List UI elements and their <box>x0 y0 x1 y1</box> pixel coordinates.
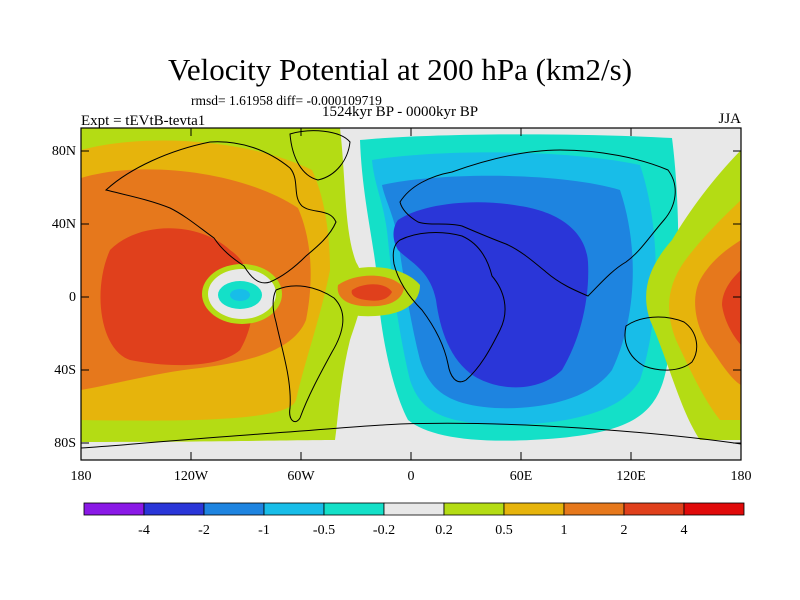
colorbar-swatch <box>83 502 145 516</box>
colorbar-label: -4 <box>138 523 150 538</box>
lon-label-60e: 60E <box>510 469 533 484</box>
colorbar-label: -0.2 <box>373 523 395 538</box>
contour-ring-neg05 <box>230 289 250 301</box>
north-america-coast <box>104 141 337 284</box>
coastlines <box>81 130 741 449</box>
lat-label-40s: 40S <box>54 363 76 378</box>
map-title: Velocity Potential at 200 hPa (km2/s) <box>167 52 633 87</box>
lat-label-80n: 80N <box>52 144 76 159</box>
colorbar-swatch <box>203 502 265 516</box>
africa-coast <box>392 232 506 383</box>
season-label: JJA <box>718 111 741 127</box>
contour-neg2-east <box>393 202 589 388</box>
colorbar-labels: -4 -2 -1 -0.5 -0.2 0.2 0.5 1 2 4 <box>138 523 687 538</box>
lon-label-0: 0 <box>408 469 415 484</box>
europe-asia-coast <box>399 149 676 297</box>
colorbar-swatch <box>143 502 205 516</box>
colorbar-swatch <box>503 502 565 516</box>
lon-label-180w: 180 <box>71 469 92 484</box>
colorbar-label: 4 <box>681 523 688 538</box>
stats-text: rmsd= 1.61958 diff= -0.000109719 <box>191 93 382 108</box>
colorbar-label: -2 <box>198 523 210 538</box>
colorbar-swatch <box>263 502 325 516</box>
colorbar-swatch <box>383 502 445 516</box>
contour-pos1-wpac <box>695 240 741 385</box>
lat-axis: 80N 40N 0 40S 80S <box>52 144 76 451</box>
lat-label-eq: 0 <box>69 290 76 305</box>
experiment-label: Expt = tEVtB-tevta1 <box>81 113 206 129</box>
contour-pos2-atlantic <box>351 284 392 301</box>
colorbar-label: 1 <box>561 523 568 538</box>
lat-label-80s: 80S <box>54 436 76 451</box>
colorbar-label: -1 <box>258 523 270 538</box>
lon-axis: 180 120W 60W 0 60E 120E 180 <box>71 469 752 484</box>
south-america-coast <box>272 285 344 423</box>
australia-coast <box>624 316 698 371</box>
colorbar-label: 2 <box>621 523 628 538</box>
colorbar-swatch <box>323 502 385 516</box>
colorbar-label: 0.2 <box>435 523 453 538</box>
period-text: 1524kyr BP - 0000kyr BP <box>321 104 479 120</box>
colorbar-label: 0.5 <box>495 523 513 538</box>
lon-label-120e: 120E <box>616 469 646 484</box>
contour-field <box>81 128 741 460</box>
lat-label-40n: 40N <box>52 217 76 232</box>
axis-ticks <box>80 128 742 460</box>
colorbar-swatch <box>563 502 625 516</box>
colorbar-swatch <box>623 502 685 516</box>
colorbar <box>83 502 745 516</box>
colorbar-swatch <box>443 502 505 516</box>
antarctica-coast <box>81 422 741 449</box>
greenland-coast <box>289 130 351 181</box>
lon-label-180e: 180 <box>731 469 752 484</box>
contour-pos2-wpac <box>722 270 741 345</box>
lon-label-60w: 60W <box>287 469 315 484</box>
colorbar-label: -0.5 <box>313 523 335 538</box>
lon-label-120w: 120W <box>174 469 209 484</box>
colorbar-swatch <box>683 502 745 516</box>
contour-pos2-west <box>100 228 254 366</box>
